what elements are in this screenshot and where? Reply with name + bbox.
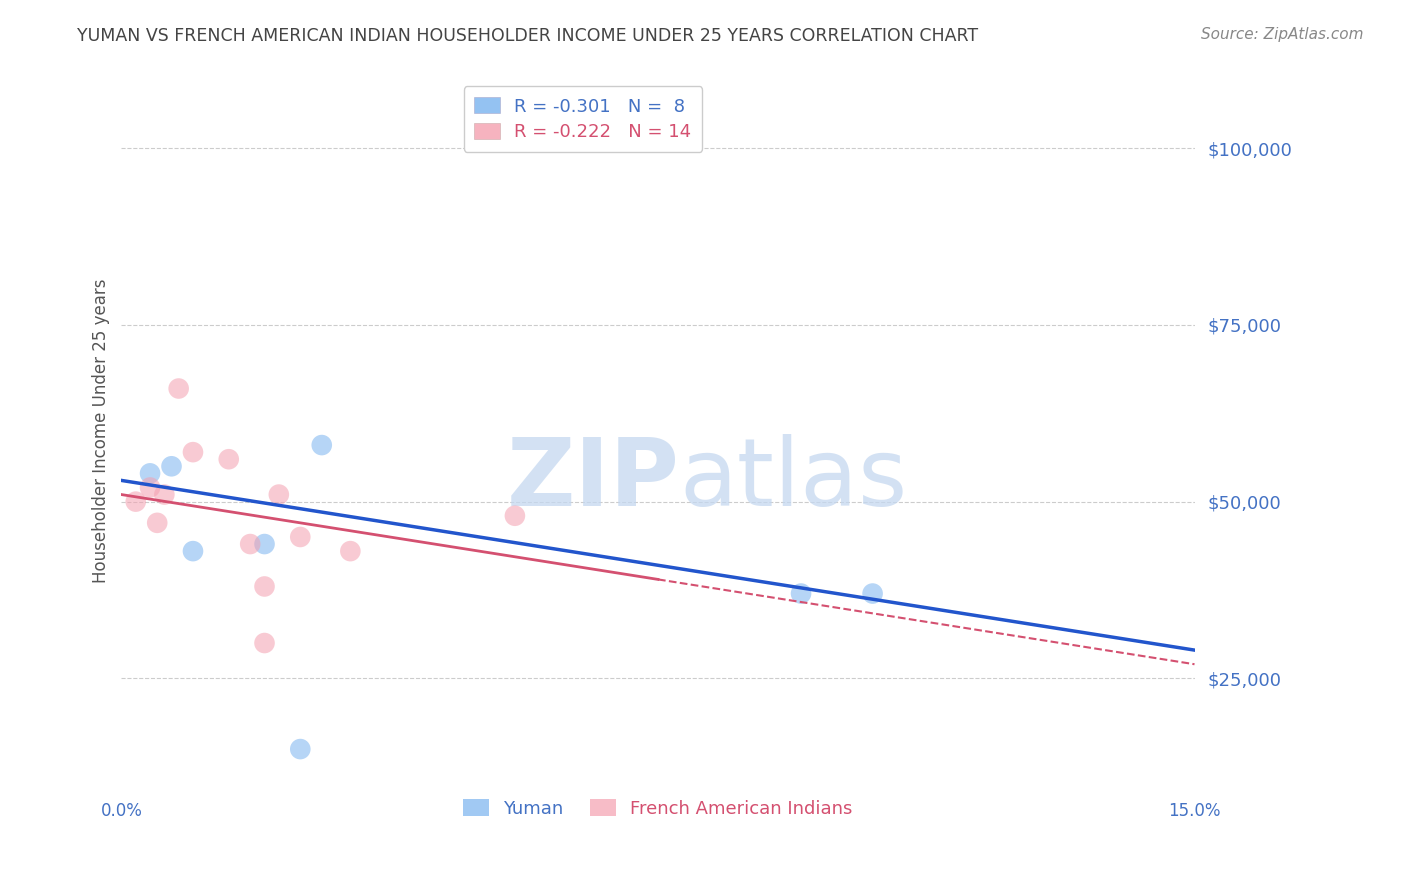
Point <box>125 494 148 508</box>
Point <box>290 742 312 756</box>
Point <box>181 544 204 558</box>
Text: Source: ZipAtlas.com: Source: ZipAtlas.com <box>1201 27 1364 42</box>
Point <box>253 579 276 593</box>
Point <box>503 508 526 523</box>
Point <box>146 516 169 530</box>
Y-axis label: Householder Income Under 25 years: Householder Income Under 25 years <box>93 278 110 583</box>
Point <box>153 487 176 501</box>
Point <box>218 452 240 467</box>
Legend: Yuman, French American Indians: Yuman, French American Indians <box>456 792 860 825</box>
Point <box>267 487 290 501</box>
Point <box>790 586 813 600</box>
Text: ZIP: ZIP <box>506 434 679 526</box>
Text: atlas: atlas <box>679 434 908 526</box>
Point <box>253 537 276 551</box>
Point <box>290 530 312 544</box>
Point <box>862 586 884 600</box>
Point <box>181 445 204 459</box>
Point <box>160 459 183 474</box>
Point <box>139 481 162 495</box>
Point <box>239 537 262 551</box>
Text: 15.0%: 15.0% <box>1168 802 1220 820</box>
Text: 0.0%: 0.0% <box>100 802 142 820</box>
Point <box>253 636 276 650</box>
Point <box>139 467 162 481</box>
Text: YUMAN VS FRENCH AMERICAN INDIAN HOUSEHOLDER INCOME UNDER 25 YEARS CORRELATION CH: YUMAN VS FRENCH AMERICAN INDIAN HOUSEHOL… <box>77 27 979 45</box>
Point <box>311 438 333 452</box>
Point <box>167 382 190 396</box>
Point <box>339 544 361 558</box>
